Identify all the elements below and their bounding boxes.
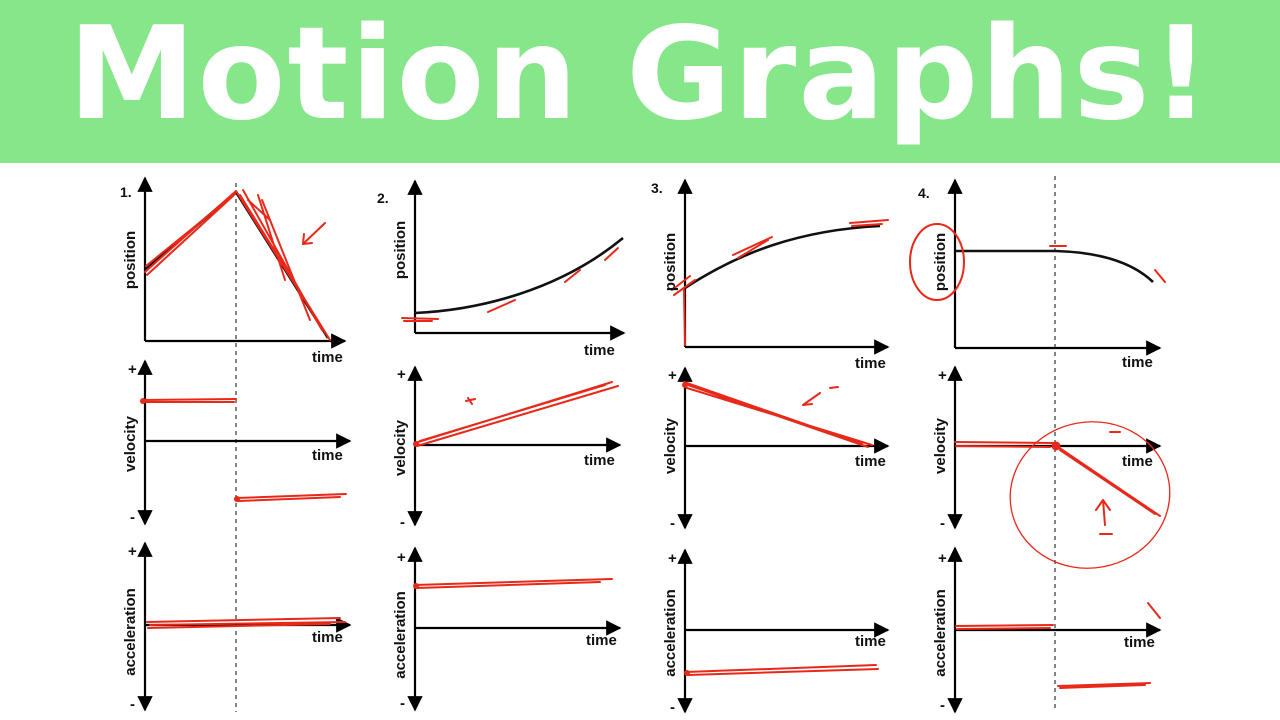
student-annotation [671, 219, 889, 346]
jump-point [234, 496, 240, 502]
y-axis-label: velocity [122, 415, 139, 472]
arrow-annotation [302, 222, 326, 245]
y-axis-label: position [122, 231, 139, 289]
plus-sign: + [938, 550, 947, 567]
arrow-annotation [1095, 431, 1121, 535]
plus-sign: + [668, 550, 677, 567]
problem-4-velocity-graph: + - velocity time [932, 365, 1171, 569]
y-axis-label: acceleration [932, 589, 949, 677]
x-axis-label: time [312, 349, 343, 366]
student-annotation [955, 602, 1161, 689]
student-annotation [414, 578, 613, 589]
minus-sign: - [670, 699, 675, 716]
x-axis-label: time [1122, 354, 1153, 371]
title-banner: Motion Graphs! [0, 0, 1280, 163]
problem-4-number: 4. [918, 185, 930, 201]
problem-1-velocity-graph: + - velocity time [122, 359, 352, 526]
y-axis-label: acceleration [392, 591, 409, 679]
y-axis-label: velocity [662, 417, 679, 474]
start-point [413, 441, 419, 447]
problem-1-acceleration-graph: + - acceleration time [122, 541, 352, 713]
problem-2: 2. position time + - velocity time + - [377, 179, 626, 712]
start-point [684, 670, 690, 676]
y-axis-label: position [932, 233, 949, 291]
problem-2-velocity-graph: + - velocity time [392, 365, 622, 531]
problem-2-number: 2. [377, 190, 389, 206]
circle-annotation [1009, 421, 1171, 569]
position-curve [955, 249, 1154, 283]
minus-sign: - [130, 696, 135, 713]
problem-4: 4. position time + - velocity time [909, 176, 1171, 714]
x-axis-label: time [586, 632, 617, 649]
x-axis-label: time [312, 447, 343, 464]
student-annotation [954, 441, 1161, 517]
problem-1-position-graph: position time [122, 176, 347, 366]
problem-3-velocity-graph: + - velocity time [662, 366, 890, 532]
y-axis-label: acceleration [662, 589, 679, 677]
x-axis-label: time [1122, 453, 1153, 470]
problem-3-acceleration-graph: + - acceleration time [662, 548, 890, 716]
y-axis-label: position [662, 233, 679, 291]
minus-sign: - [130, 509, 135, 526]
plus-sign: + [397, 549, 406, 566]
minus-sign: - [400, 514, 405, 531]
problem-3-position-graph: position time [662, 178, 890, 372]
x-axis-label: time [855, 633, 886, 650]
y-axis-label: velocity [392, 419, 409, 476]
student-annotation [146, 617, 346, 629]
student-annotation [1049, 245, 1166, 283]
minus-sign: - [940, 515, 945, 532]
problem-1-number: 1. [120, 184, 132, 200]
x-axis-label: time [584, 342, 615, 359]
minus-sign: - [670, 515, 675, 532]
problem-3-number: 3. [651, 180, 663, 196]
plus-sign: + [668, 367, 677, 384]
plus-sign: + [128, 543, 137, 560]
minus-sign: - [940, 697, 945, 714]
start-point [413, 583, 419, 589]
problem-2-acceleration-graph: + - acceleration time [392, 546, 622, 712]
student-annotation [144, 189, 331, 341]
student-annotation [683, 381, 873, 448]
x-axis-label: time [312, 629, 343, 646]
transition-point [1051, 441, 1061, 451]
start-point [140, 398, 146, 404]
y-axis-label: velocity [932, 417, 949, 474]
x-axis-label: time [1124, 634, 1155, 651]
problem-1: 1. position time + - velocity time [120, 176, 352, 713]
x-axis-label: time [584, 452, 615, 469]
start-point [682, 382, 688, 388]
x-axis-label: time [855, 453, 886, 470]
problem-4-acceleration-graph: + - acceleration time [932, 546, 1162, 714]
student-annotation [142, 398, 347, 502]
x-axis-label: time [855, 355, 886, 372]
plus-sign: + [128, 361, 137, 378]
student-annotation [685, 664, 879, 676]
problem-3: 3. position time + - velocity time + - [651, 178, 890, 716]
position-curve [684, 224, 881, 290]
problem-4-position-graph: position time [909, 178, 1166, 371]
position-curve [414, 236, 624, 315]
circle-annotation [909, 223, 965, 301]
page-title: Motion Graphs! [68, 0, 1212, 149]
student-annotation [414, 381, 619, 447]
y-axis-label: acceleration [122, 588, 139, 676]
plus-sign: + [938, 367, 947, 384]
student-annotation [401, 247, 619, 322]
plus-sign: + [397, 366, 406, 383]
problem-2-position-graph: position time [392, 179, 626, 359]
y-axis-label: position [392, 221, 409, 279]
minus-sign: - [400, 695, 405, 712]
